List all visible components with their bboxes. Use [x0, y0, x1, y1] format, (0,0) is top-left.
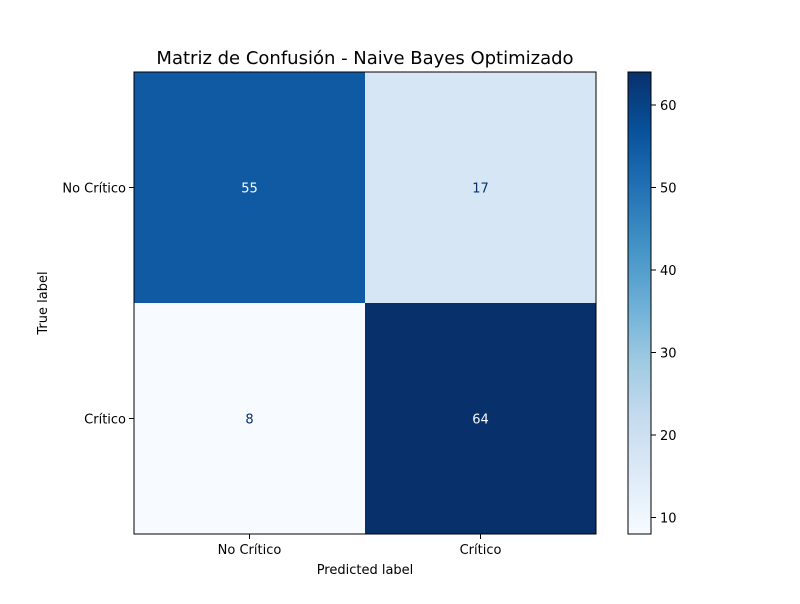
cell-value-label: 55 [241, 182, 258, 197]
y-tick-label: Crítico [84, 413, 126, 428]
plot-frame [133, 71, 597, 535]
x-tick-label: No Crítico [218, 543, 282, 558]
colorbar-tick-label: 10 [660, 512, 677, 527]
x-axis-label: Predicted label [317, 563, 414, 578]
matrix-cell-0-1 [365, 72, 596, 303]
matrix-cell-labels: 55 17 8 64 [241, 182, 489, 428]
colorbar-tick-label: 20 [660, 429, 677, 444]
x-tick-label: Crítico [460, 543, 502, 558]
matrix-cell-1-0 [134, 303, 365, 534]
colorbar-tick-label: 40 [660, 264, 677, 279]
cell-value-label: 17 [472, 182, 489, 197]
colorbar-tick-label: 30 [660, 347, 677, 362]
colorbar-tick-label: 60 [660, 99, 677, 114]
y-axis-label: True label [36, 271, 51, 335]
colorbar-ticks: 10 20 30 40 50 60 [651, 99, 677, 527]
y-axis-ticks: No Crítico Crítico [62, 182, 134, 428]
cell-value-label: 64 [472, 413, 489, 428]
colorbar-tick-label: 50 [660, 182, 677, 197]
y-tick-label: No Crítico [62, 182, 126, 197]
cell-value-label: 8 [245, 413, 253, 428]
matrix-cells [134, 72, 596, 534]
matrix-cell-0-0 [134, 72, 365, 303]
x-axis-ticks: No Crítico Crítico [218, 534, 502, 558]
chart-title: Matriz de Confusión - Naive Bayes Optimi… [156, 48, 573, 69]
colorbar [627, 71, 652, 535]
matrix-cell-1-1 [365, 303, 596, 534]
